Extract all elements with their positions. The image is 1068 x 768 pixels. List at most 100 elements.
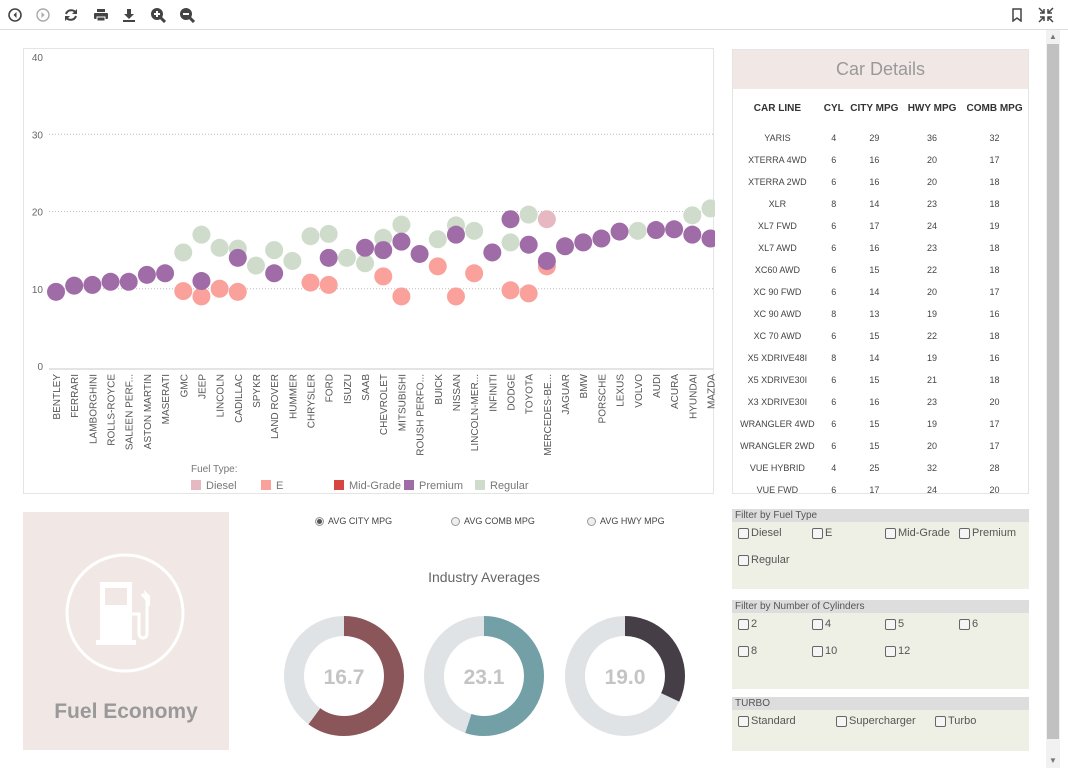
column-header[interactable]: COMB MPG [966,102,1023,114]
checkbox[interactable] [738,618,749,630]
data-point-e[interactable] [192,287,211,306]
data-point-premium[interactable] [556,237,575,256]
table-row[interactable]: YARIS 4 29 36 32 [733,127,1028,149]
table-row[interactable]: XC 90 AWD 8 13 19 16 [733,303,1028,325]
radio-button[interactable] [451,516,460,526]
filter-checkbox-regular[interactable]: Regular [738,554,790,566]
scrollbar-thumb[interactable] [1047,44,1059,739]
legend-item[interactable]: Mid-Grade [349,480,401,492]
data-point-e[interactable] [465,264,484,283]
data-point-regular[interactable] [428,230,447,249]
checkbox[interactable] [812,527,823,539]
data-point-premium[interactable] [646,221,665,240]
scrollbar[interactable]: ▲ ▼ [1046,30,1060,768]
zoom-in-icon[interactable] [149,6,167,24]
download-icon[interactable] [120,6,138,24]
data-point-premium[interactable] [410,244,429,263]
checkbox[interactable] [959,527,970,539]
data-point-premium[interactable] [610,222,629,241]
legend-item[interactable]: Diesel [206,480,237,492]
data-point-premium[interactable] [319,248,338,267]
data-point-e[interactable] [228,282,247,301]
data-point-e[interactable] [428,257,447,276]
data-point-e[interactable] [174,282,193,301]
data-point-premium[interactable] [119,272,138,291]
data-point-regular[interactable] [501,233,520,252]
data-point-regular[interactable] [246,256,265,275]
table-row[interactable]: WRANGLER 2WD 6 15 20 17 [733,435,1028,457]
data-point-e[interactable] [301,273,320,292]
data-point-premium[interactable] [446,225,465,244]
table-row[interactable]: XL7 FWD 6 17 24 19 [733,215,1028,237]
data-point-regular[interactable] [265,241,284,260]
data-point-premium[interactable] [683,225,702,244]
bookmark-icon[interactable] [1008,6,1026,24]
table-row[interactable]: XLR 8 14 23 18 [733,193,1028,215]
data-point-regular[interactable] [174,243,193,262]
forward-icon[interactable] [34,6,52,24]
data-point-premium[interactable] [574,233,593,252]
data-point-regular[interactable] [319,224,338,243]
data-point-premium[interactable] [519,235,538,254]
table-row[interactable]: VUE HYBRID 4 25 32 28 [733,457,1028,479]
radio-button[interactable] [315,516,324,526]
data-point-e[interactable] [319,275,338,294]
table-row[interactable]: XC60 AWD 6 15 22 18 [733,259,1028,281]
data-point-regular[interactable] [283,251,302,270]
data-point-premium[interactable] [137,265,156,284]
column-header[interactable]: CAR LINE [753,102,802,114]
data-point-e[interactable] [519,284,538,303]
data-point-e[interactable] [210,279,229,298]
data-point-regular[interactable] [301,227,320,246]
table-row[interactable]: XC 90 FWD 6 14 20 17 [733,281,1028,303]
data-point-regular[interactable] [337,248,356,267]
data-point-regular[interactable] [392,215,411,234]
filter-checkbox-6[interactable]: 6 [959,618,978,630]
data-point-e[interactable] [392,287,411,306]
table-row[interactable]: XC 70 AWD 6 15 22 18 [733,325,1028,347]
filter-checkbox-10[interactable]: 10 [812,645,837,657]
data-point-regular[interactable] [465,221,484,240]
scroll-down-icon[interactable]: ▼ [1049,756,1057,765]
data-point-regular[interactable] [628,221,647,240]
data-point-premium[interactable] [501,210,520,229]
table-row[interactable]: XTERRA 2WD 6 16 20 18 [733,171,1028,193]
filter-checkbox-standard[interactable]: Standard [738,715,796,727]
data-point-premium[interactable] [483,243,502,262]
data-point-premium[interactable] [192,272,211,291]
legend-item[interactable]: E [276,480,283,492]
checkbox[interactable] [959,618,970,630]
filter-checkbox-turbo[interactable]: Turbo [935,715,976,727]
zoom-out-icon[interactable] [178,6,196,24]
print-icon[interactable] [92,6,110,24]
data-point-regular[interactable] [356,254,375,273]
collapse-icon[interactable] [1037,6,1055,24]
table-row[interactable]: X3 XDRIVE30I 6 16 23 20 [733,391,1028,413]
legend-item[interactable]: Premium [419,480,463,492]
checkbox[interactable] [738,554,749,566]
filter-checkbox-supercharger[interactable]: Supercharger [836,715,916,727]
filter-checkbox-4[interactable]: 4 [812,618,831,630]
filter-checkbox-mid-grade[interactable]: Mid-Grade [885,527,950,539]
data-point-regular[interactable] [374,228,393,247]
data-point-premium[interactable] [156,264,175,283]
checkbox[interactable] [885,645,896,657]
column-header[interactable]: CITY MPG [850,102,899,114]
filter-checkbox-2[interactable]: 2 [738,618,757,630]
table-row[interactable]: XL7 AWD 6 16 23 18 [733,237,1028,259]
data-point-premium[interactable] [65,276,84,295]
column-header[interactable]: CYL [823,102,844,114]
data-point-premium[interactable] [83,275,102,294]
data-point-regular[interactable] [519,205,538,224]
data-point-regular[interactable] [210,238,229,257]
data-point-diesel[interactable] [537,210,556,229]
table-row[interactable]: XTERRA 4WD 6 16 20 17 [733,149,1028,171]
column-header[interactable]: HWY MPG [907,102,957,114]
checkbox[interactable] [885,618,896,630]
data-point-e[interactable] [374,267,393,286]
scroll-up-icon[interactable]: ▲ [1049,32,1057,41]
checkbox[interactable] [738,645,749,657]
filter-checkbox-12[interactable]: 12 [885,645,910,657]
data-point-premium[interactable] [537,251,556,270]
data-point-regular[interactable] [683,206,702,225]
